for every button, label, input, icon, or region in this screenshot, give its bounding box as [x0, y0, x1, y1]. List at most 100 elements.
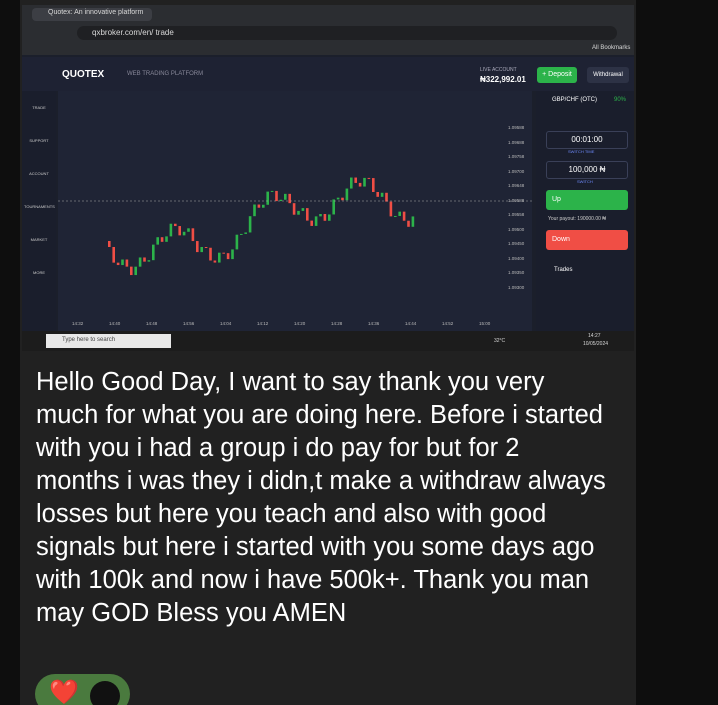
candle	[279, 199, 283, 202]
candle	[112, 247, 115, 263]
candle	[323, 213, 327, 221]
search-box[interactable]	[46, 334, 171, 348]
candle	[367, 177, 371, 179]
time-label: 15:00	[479, 321, 491, 326]
candle	[174, 223, 177, 227]
candle	[121, 259, 124, 266]
price-label: 1.09558	[508, 212, 525, 217]
time-label: 14:32	[72, 321, 84, 326]
candle	[328, 214, 331, 221]
time-label: 14:20	[294, 321, 306, 326]
candle	[200, 247, 203, 253]
candle	[398, 211, 401, 216]
sidebar-item: TOURNAMENTS	[24, 204, 55, 209]
candle	[297, 210, 300, 215]
date: 10/05/2024	[583, 341, 609, 347]
price-label: 1.09500	[508, 226, 525, 232]
tab-title: Quotex: An innovative platform	[48, 9, 144, 16]
trades[interactable]: Trades	[554, 267, 573, 273]
sidebar-item: ACCOUNT	[29, 171, 49, 176]
price-label: 1.09400	[508, 255, 525, 261]
candle	[191, 228, 195, 242]
taskbar	[22, 331, 634, 351]
time-label: 14:40	[109, 321, 121, 326]
candle	[319, 213, 322, 217]
candle	[332, 199, 335, 215]
candle	[222, 252, 225, 254]
amount-input[interactable]: 100,000 ₦	[546, 161, 628, 179]
candle	[301, 208, 305, 211]
price-label: 1.09588	[508, 197, 525, 203]
time-label: 14:04	[220, 321, 232, 326]
candle	[108, 241, 111, 247]
candle	[156, 237, 159, 245]
logo: QUOTEX	[62, 69, 105, 80]
url: qxbroker.com/en/ trade	[92, 28, 174, 37]
switch[interactable]: SWITCH	[577, 179, 593, 184]
candle	[130, 266, 133, 276]
time-label: 14:52	[442, 321, 454, 326]
time-input[interactable]: 00:01:00	[546, 131, 628, 149]
balance: ₦322,992.01	[480, 75, 526, 84]
candle	[204, 247, 208, 249]
price-label: 1.09700	[508, 168, 525, 174]
candle	[376, 191, 379, 197]
candle	[345, 188, 349, 201]
candle	[138, 257, 142, 267]
tab[interactable]	[32, 8, 152, 21]
search: Type here to search	[62, 337, 116, 343]
candle	[187, 228, 190, 232]
candle	[354, 177, 357, 183]
down-button[interactable]: Down	[546, 230, 628, 250]
account-type: LIVE ACCOUNT	[480, 67, 517, 73]
time-label: 14:56	[183, 321, 195, 326]
up-button[interactable]: Up	[546, 190, 628, 210]
price-label: 1.09450	[508, 241, 525, 246]
candle	[231, 249, 234, 260]
trade-panel	[536, 91, 634, 331]
candle	[310, 220, 313, 226]
candle	[143, 257, 146, 262]
candle	[165, 236, 168, 242]
candle	[402, 211, 406, 221]
candle	[209, 247, 212, 261]
candle	[292, 203, 296, 215]
candle	[125, 259, 129, 267]
sidebar-item: TRADE	[32, 105, 46, 110]
time-label: 14:12	[257, 321, 269, 326]
price-axis: 1.09588 1.09688 1.09758 1.09700 1.09648 1.095…	[508, 125, 536, 315]
tagline: WEB TRADING PLATFORM	[127, 71, 204, 77]
candle	[385, 192, 388, 202]
candle	[270, 190, 274, 192]
price-label: 1.09350	[508, 270, 525, 275]
address-bar[interactable]	[77, 26, 617, 40]
candle	[240, 233, 243, 235]
reaction[interactable]: ❤️	[35, 674, 130, 705]
candle	[358, 182, 362, 187]
screenshot: Quotex: An innovative platform qxbroker.…	[22, 5, 634, 351]
candle	[341, 197, 344, 201]
candle	[152, 244, 155, 261]
clock: 14:27	[588, 333, 601, 339]
candle	[275, 190, 278, 202]
switch-time[interactable]: SWITCH TIME	[568, 149, 595, 154]
candle	[178, 226, 181, 236]
withdrawal-button[interactable]: Withdrawal	[587, 67, 629, 83]
candle	[169, 223, 173, 237]
candle	[182, 231, 186, 236]
candle	[253, 204, 256, 217]
candle	[213, 260, 217, 263]
candle	[336, 197, 340, 200]
candle	[284, 193, 287, 200]
candle	[314, 216, 318, 226]
candle	[394, 215, 397, 217]
deposit-button[interactable]: + Deposit	[537, 67, 577, 83]
candle	[372, 178, 375, 192]
candle	[266, 191, 269, 205]
time-axis: 14:32 14:40 14:48 14:56 14:04 14:12 14:20 14:28…	[72, 321, 532, 331]
bookmarks[interactable]: All Bookmarks	[592, 45, 631, 51]
time-label: 14:28	[331, 321, 343, 326]
price-label: 1.09648	[508, 183, 525, 188]
weather: 32°C	[494, 338, 506, 344]
